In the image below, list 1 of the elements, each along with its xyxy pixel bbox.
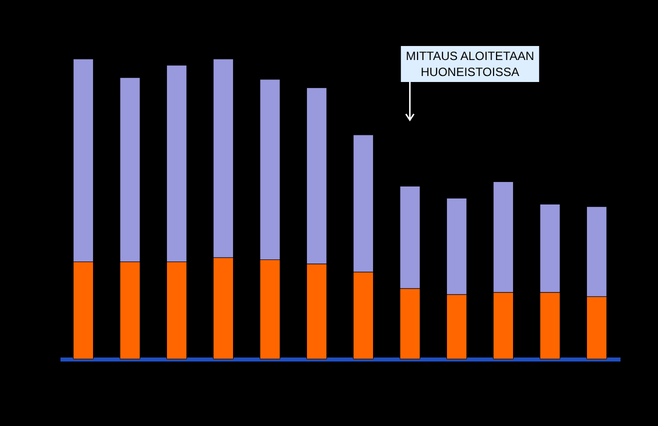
annotation: MITTAUS ALOITETAAN HUONEISTOISSA	[406, 49, 534, 79]
